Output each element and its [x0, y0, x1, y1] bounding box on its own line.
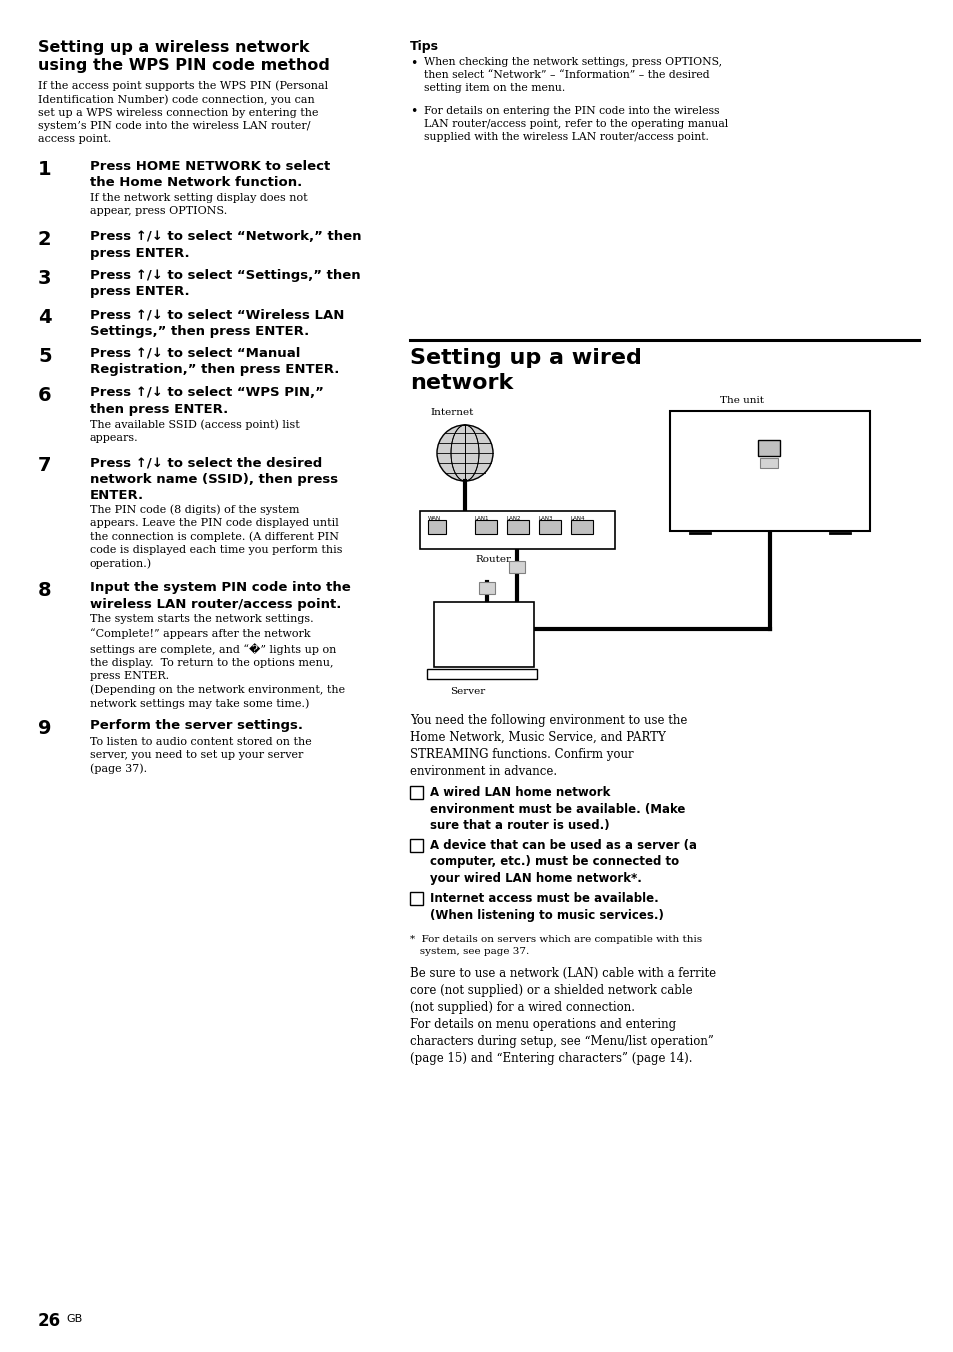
- Text: 26: 26: [38, 1311, 61, 1330]
- FancyBboxPatch shape: [509, 561, 524, 573]
- Text: Setting up a wireless network: Setting up a wireless network: [38, 41, 309, 55]
- Text: Press ↑/↓ to select “Manual
Registration,” then press ENTER.: Press ↑/↓ to select “Manual Registration…: [90, 347, 339, 376]
- FancyBboxPatch shape: [669, 411, 869, 531]
- Text: A wired LAN home network
environment must be available. (Make
sure that a router: A wired LAN home network environment mus…: [430, 786, 684, 831]
- FancyBboxPatch shape: [427, 669, 537, 679]
- Text: To listen to audio content stored on the
server, you need to set up your server
: To listen to audio content stored on the…: [90, 737, 312, 775]
- Text: The system starts the network settings.
“Complete!” appears after the network
se: The system starts the network settings. …: [90, 615, 345, 708]
- Text: LAN3: LAN3: [538, 516, 553, 521]
- Text: 6: 6: [38, 387, 51, 406]
- Text: You need the following environment to use the
Home Network, Music Service, and P: You need the following environment to us…: [410, 714, 687, 777]
- Text: A device that can be used as a server (a
computer, etc.) must be connected to
yo: A device that can be used as a server (a…: [430, 840, 697, 886]
- FancyBboxPatch shape: [571, 521, 593, 534]
- Text: Internet: Internet: [430, 408, 473, 416]
- FancyBboxPatch shape: [475, 521, 497, 534]
- Text: The PIN code (8 digits) of the system
appears. Leave the PIN code displayed unti: The PIN code (8 digits) of the system ap…: [90, 504, 342, 569]
- FancyBboxPatch shape: [478, 581, 495, 594]
- Text: Press HOME NETWORK to select
the Home Network function.: Press HOME NETWORK to select the Home Ne…: [90, 160, 330, 189]
- Text: 1: 1: [38, 160, 51, 178]
- Text: LAN1: LAN1: [475, 516, 489, 521]
- Text: LAN2: LAN2: [506, 516, 521, 521]
- Text: LAN4: LAN4: [571, 516, 585, 521]
- Text: Router: Router: [475, 556, 511, 564]
- Text: Server: Server: [450, 687, 485, 696]
- Text: The available SSID (access point) list
appears.: The available SSID (access point) list a…: [90, 419, 299, 442]
- Text: Press ↑/↓ to select the desired
network name (SSID), then press
ENTER.: Press ↑/↓ to select the desired network …: [90, 456, 337, 502]
- FancyBboxPatch shape: [758, 439, 780, 456]
- FancyBboxPatch shape: [410, 786, 422, 799]
- Circle shape: [436, 425, 493, 481]
- Text: •: •: [410, 57, 416, 70]
- Text: Press ↑/↓ to select “Settings,” then
press ENTER.: Press ↑/↓ to select “Settings,” then pre…: [90, 269, 360, 299]
- Text: 2: 2: [38, 230, 51, 249]
- FancyBboxPatch shape: [434, 602, 534, 667]
- FancyBboxPatch shape: [538, 521, 560, 534]
- Text: 8: 8: [38, 581, 51, 600]
- FancyBboxPatch shape: [506, 521, 529, 534]
- Text: Input the system PIN code into the
wireless LAN router/access point.: Input the system PIN code into the wirel…: [90, 581, 351, 611]
- Text: 5: 5: [38, 347, 51, 366]
- FancyBboxPatch shape: [410, 840, 422, 852]
- Text: If the network setting display does not
appear, press OPTIONS.: If the network setting display does not …: [90, 193, 307, 216]
- Text: Be sure to use a network (LAN) cable with a ferrite
core (not supplied) or a shi: Be sure to use a network (LAN) cable wit…: [410, 967, 716, 1065]
- Text: 9: 9: [38, 719, 51, 738]
- Text: using the WPS PIN code method: using the WPS PIN code method: [38, 58, 330, 73]
- Text: Press ↑/↓ to select “Wireless LAN
Settings,” then press ENTER.: Press ↑/↓ to select “Wireless LAN Settin…: [90, 308, 344, 338]
- Text: WAN: WAN: [428, 516, 440, 521]
- Text: •: •: [410, 105, 416, 119]
- Text: *  For details on servers which are compatible with this
   system, see page 37.: * For details on servers which are compa…: [410, 936, 701, 956]
- Text: Internet access must be available.
(When listening to music services.): Internet access must be available. (When…: [430, 892, 663, 922]
- Text: Press ↑/↓ to select “Network,” then
press ENTER.: Press ↑/↓ to select “Network,” then pres…: [90, 230, 361, 260]
- Text: When checking the network settings, press OPTIONS,
then select “Network” – “Info: When checking the network settings, pres…: [423, 57, 721, 93]
- FancyBboxPatch shape: [428, 521, 446, 534]
- Text: 7: 7: [38, 456, 51, 475]
- Text: Tips: Tips: [410, 41, 438, 53]
- Text: Perform the server settings.: Perform the server settings.: [90, 719, 303, 731]
- Text: Setting up a wired: Setting up a wired: [410, 347, 641, 368]
- Text: Press ↑/↓ to select “WPS PIN,”
then press ENTER.: Press ↑/↓ to select “WPS PIN,” then pres…: [90, 387, 323, 415]
- Text: The unit: The unit: [720, 396, 763, 406]
- Text: network: network: [410, 373, 513, 393]
- Text: 4: 4: [38, 308, 51, 327]
- Text: GB: GB: [66, 1314, 82, 1324]
- Text: 3: 3: [38, 269, 51, 288]
- FancyBboxPatch shape: [760, 458, 778, 468]
- Text: For details on entering the PIN code into the wireless
LAN router/access point, : For details on entering the PIN code int…: [423, 105, 727, 142]
- FancyBboxPatch shape: [410, 892, 422, 904]
- FancyBboxPatch shape: [419, 511, 615, 549]
- Text: If the access point supports the WPS PIN (Personal
Identification Number) code c: If the access point supports the WPS PIN…: [38, 80, 328, 145]
